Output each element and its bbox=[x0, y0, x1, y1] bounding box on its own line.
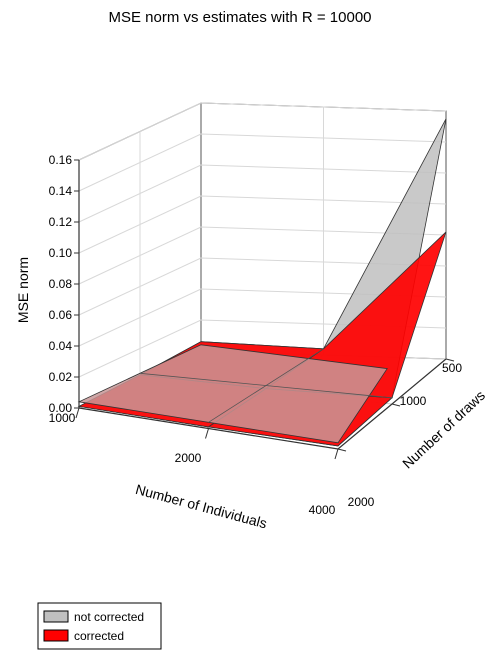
y-tick-mark bbox=[445, 358, 455, 362]
legend-swatch-corrected bbox=[43, 629, 69, 642]
y-tick-label: 2000 bbox=[348, 495, 375, 509]
z-tick-label: 0.16 bbox=[49, 153, 73, 167]
z-axis-title: MSE norm bbox=[15, 257, 31, 323]
x-tick-mark bbox=[75, 407, 80, 419]
z-gridline bbox=[78, 195, 447, 254]
legend: not corrected corrected bbox=[37, 602, 162, 650]
x-tick-label: 4000 bbox=[309, 503, 336, 517]
x-tick-mark bbox=[334, 448, 339, 460]
z-tick-label: 0.04 bbox=[49, 339, 73, 353]
x-tick-label: 1000 bbox=[49, 411, 76, 425]
z-gridline bbox=[78, 257, 447, 316]
z-tick-label: 0.10 bbox=[49, 246, 73, 260]
legend-swatch-not-corrected bbox=[43, 610, 69, 623]
axis-ticks: 0.00 0.02 0.04 0.06 0.08 0.10 0.12 0.14 0.16 1000… bbox=[49, 153, 463, 517]
z-gridline bbox=[78, 164, 447, 223]
y-tick-label: 500 bbox=[442, 361, 462, 375]
y-tick-label: 1000 bbox=[400, 394, 427, 408]
z-tick-label: 0.14 bbox=[49, 184, 73, 198]
x-tick-label: 2000 bbox=[175, 451, 202, 465]
z-gridline bbox=[78, 226, 447, 285]
chart-title: MSE norm vs estimates with R = 10000 bbox=[108, 9, 371, 26]
z-tick-label: 0.00 bbox=[49, 401, 73, 415]
z-tick-label: 0.08 bbox=[49, 277, 73, 291]
z-tick-label: 0.06 bbox=[49, 308, 73, 322]
overlap-gridline bbox=[139, 372, 393, 399]
overlap-region bbox=[77, 344, 388, 444]
z-tick-label: 0.02 bbox=[49, 370, 73, 384]
x-axis-title: Number of Individuals bbox=[134, 481, 269, 532]
legend-label-not-corrected: not corrected bbox=[74, 610, 144, 624]
surfaces bbox=[77, 118, 447, 447]
legend-label-corrected: corrected bbox=[74, 629, 124, 643]
z-gridline bbox=[78, 102, 447, 161]
x-tick-mark bbox=[205, 428, 209, 439]
y-tick-mark bbox=[391, 403, 401, 407]
y-tick-mark bbox=[337, 448, 347, 452]
z-gridline bbox=[78, 133, 447, 192]
z-tick-label: 0.12 bbox=[49, 215, 73, 229]
